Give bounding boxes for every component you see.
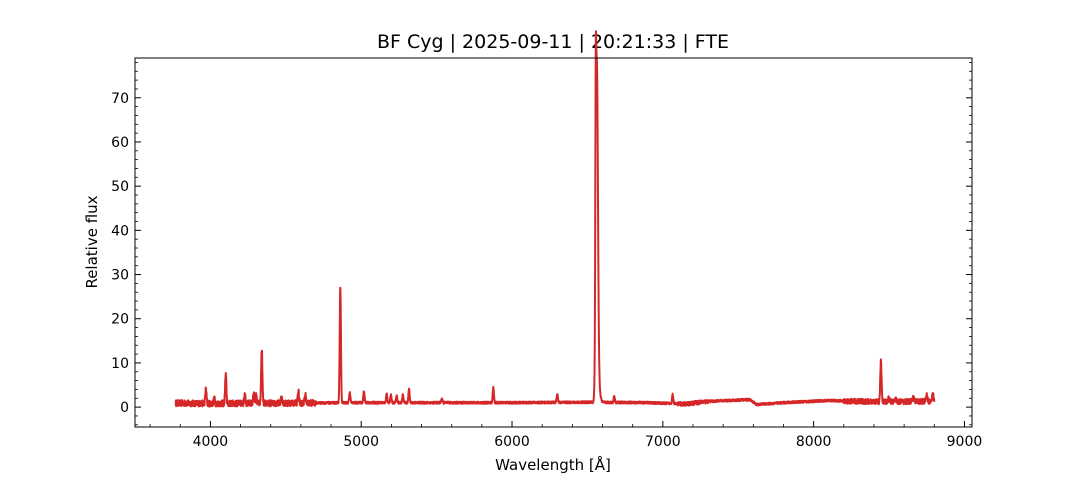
x-axis-label: Wavelength [Å] [495,455,611,474]
plot-area [174,30,936,408]
y-tick-label: 30 [111,268,129,284]
x-tick-label: 8000 [796,434,832,450]
x-tick-label: 5000 [343,434,379,450]
y-axis: 0 10 20 30 40 50 60 70 [111,62,972,426]
spectrum-line [174,30,936,408]
y-tick-label: 40 [111,223,129,239]
y-tick-label: 50 [111,179,129,195]
plot-frame [134,57,973,428]
x-tick-label: 9000 [947,434,983,450]
y-tick-label: 70 [111,91,129,107]
x-tick-label: 4000 [193,434,229,450]
y-tick-label: 20 [111,312,129,328]
y-tick-label: 0 [120,400,129,416]
chart-title: BF Cyg | 2025-09-11 | 20:21:33 | FTE [377,31,729,53]
x-tick-label: 7000 [645,434,681,450]
y-tick-label: 60 [111,135,129,151]
x-axis: 4000 5000 6000 7000 8000 9000 [149,421,983,450]
y-axis-label: Relative flux [83,195,101,288]
x-tick-label: 6000 [494,434,530,450]
y-tick-label: 10 [111,356,129,372]
